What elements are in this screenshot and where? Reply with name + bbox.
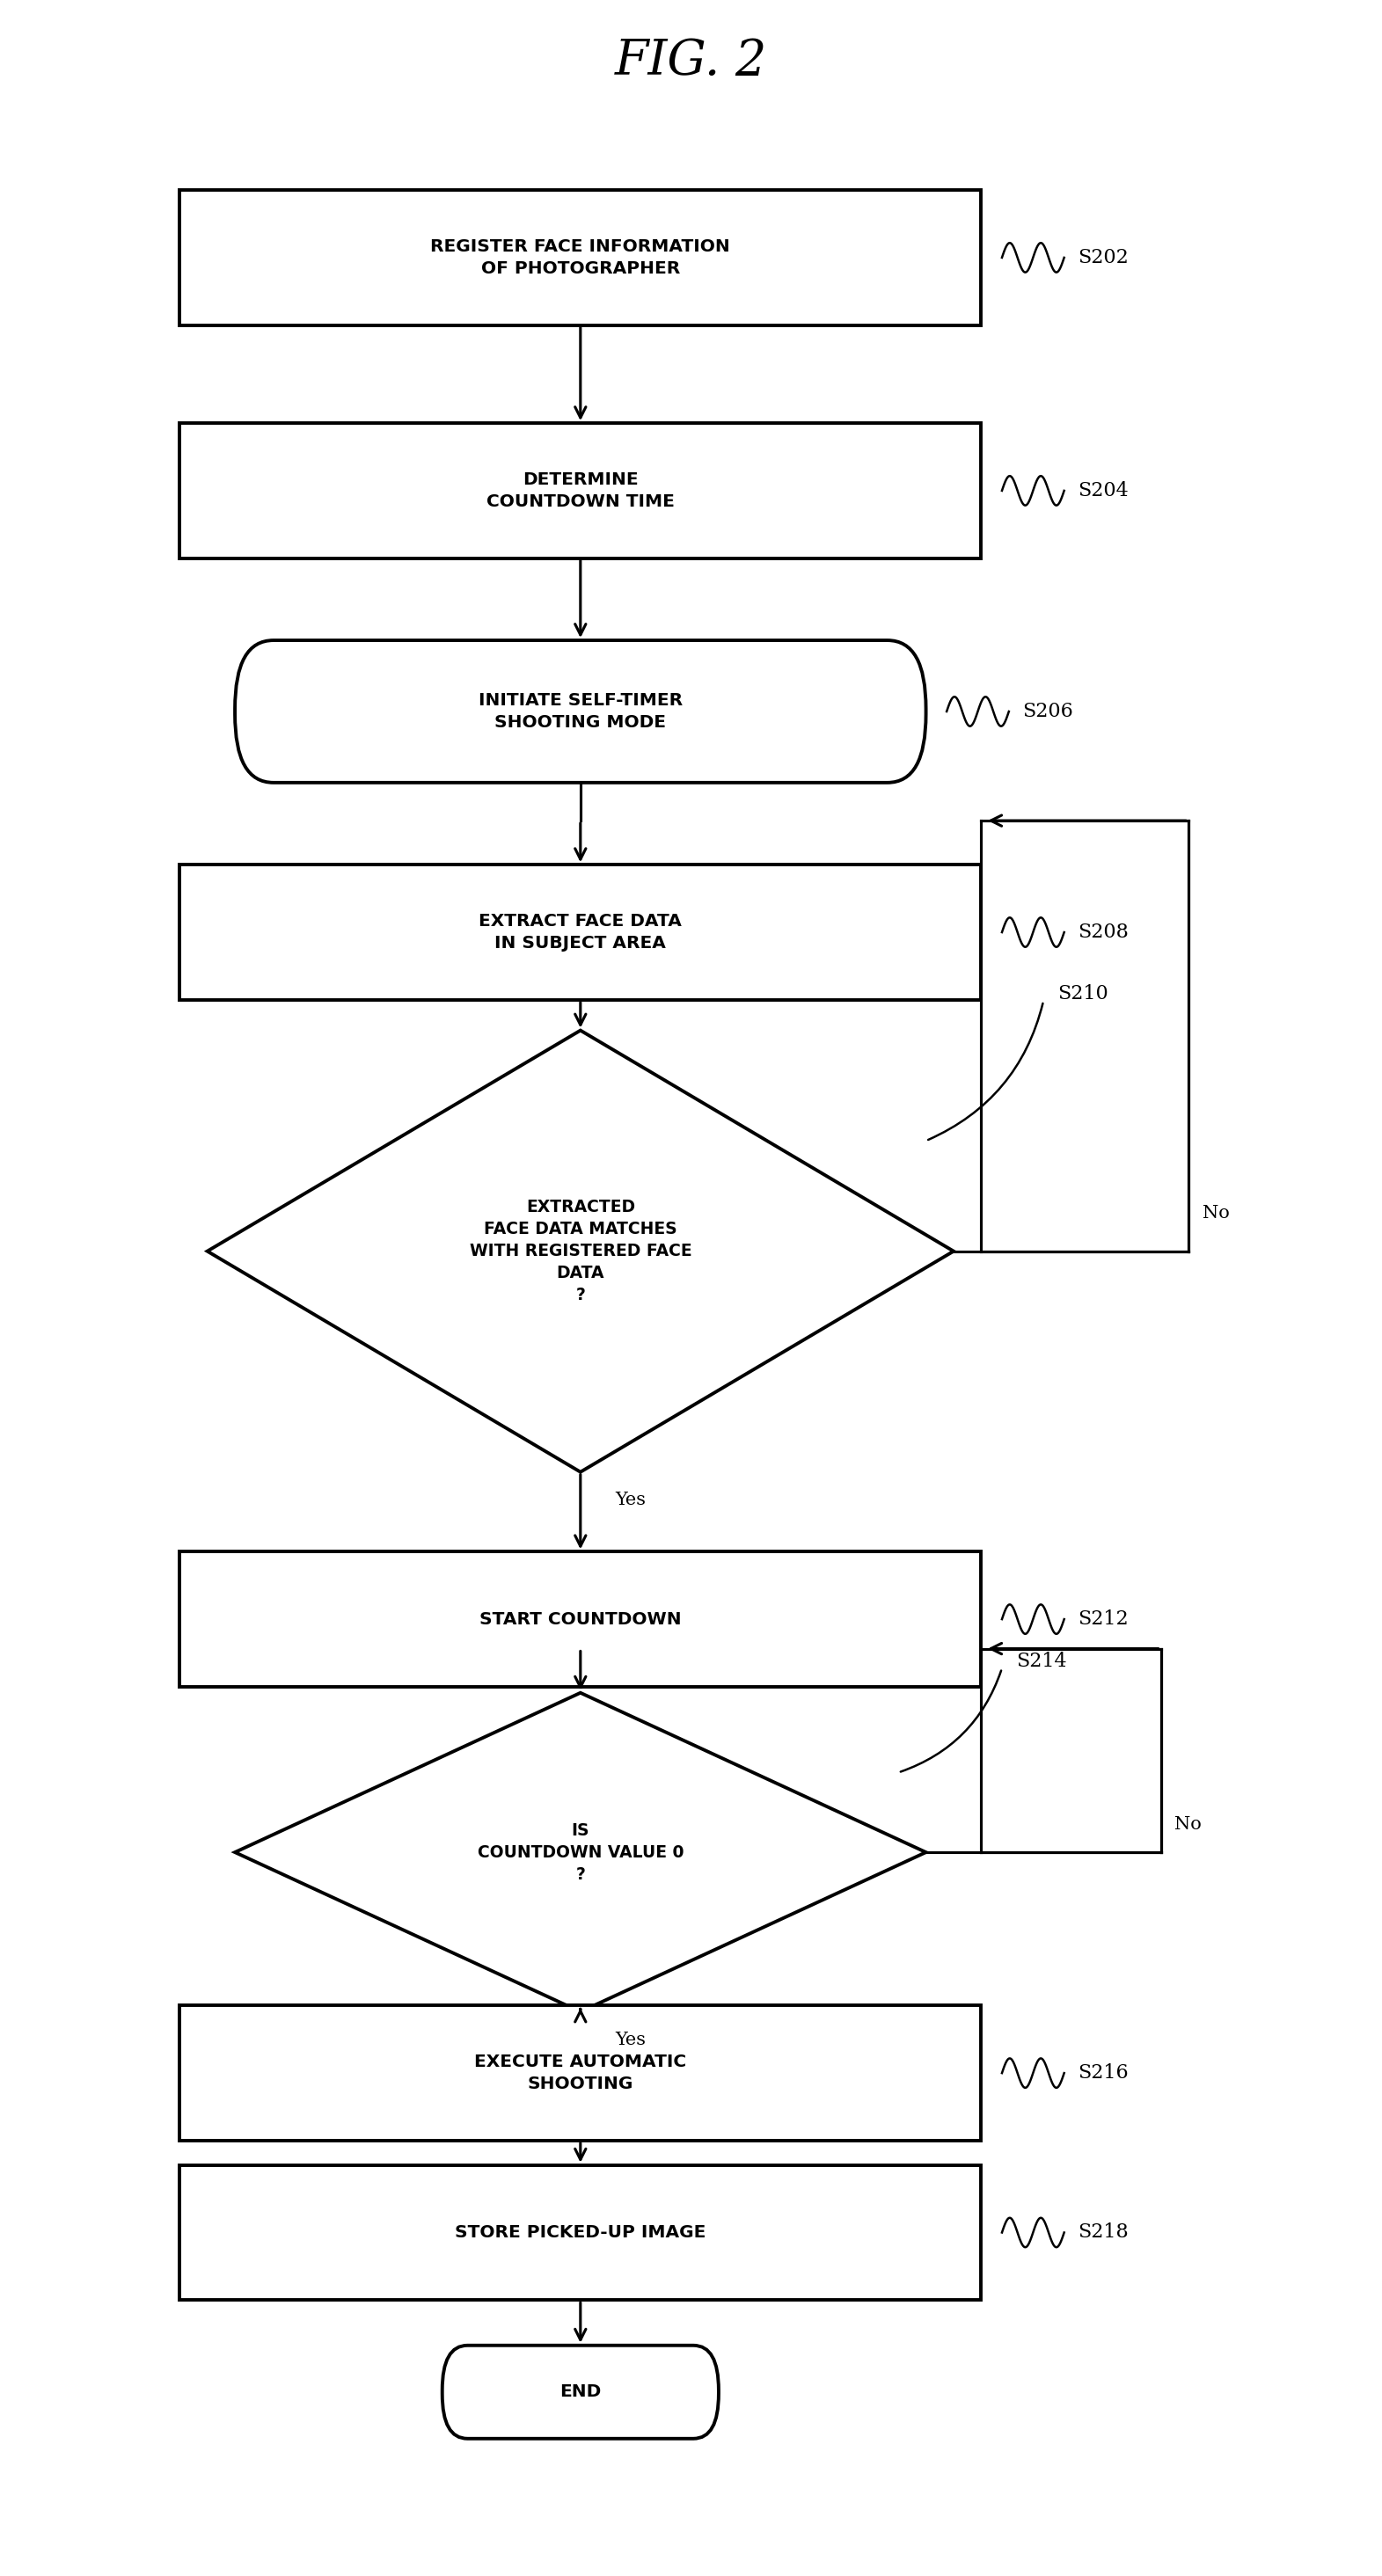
Text: S216: S216 — [1078, 2063, 1129, 2084]
Text: DETERMINE
COUNTDOWN TIME: DETERMINE COUNTDOWN TIME — [486, 471, 674, 510]
Text: S214: S214 — [1016, 1651, 1067, 1672]
FancyBboxPatch shape — [442, 2344, 719, 2439]
Text: No: No — [1202, 1206, 1230, 1221]
Text: IS
COUNTDOWN VALUE 0
?: IS COUNTDOWN VALUE 0 ? — [477, 1821, 684, 1883]
Polygon shape — [235, 1692, 926, 2012]
Text: S218: S218 — [1078, 2223, 1129, 2241]
Text: REGISTER FACE INFORMATION
OF PHOTOGRAPHER: REGISTER FACE INFORMATION OF PHOTOGRAPHE… — [431, 237, 730, 278]
Text: INITIATE SELF-TIMER
SHOOTING MODE: INITIATE SELF-TIMER SHOOTING MODE — [478, 693, 683, 732]
Text: END: END — [560, 2383, 601, 2401]
Text: EXTRACT FACE DATA
IN SUBJECT AREA: EXTRACT FACE DATA IN SUBJECT AREA — [480, 912, 681, 951]
FancyBboxPatch shape — [180, 422, 981, 559]
FancyBboxPatch shape — [549, 2184, 612, 2282]
Text: STORE PICKED-UP IMAGE: STORE PICKED-UP IMAGE — [455, 2223, 706, 2241]
Text: No: No — [1175, 1816, 1202, 1832]
Polygon shape — [207, 1030, 954, 1471]
FancyBboxPatch shape — [180, 191, 981, 325]
FancyBboxPatch shape — [180, 2164, 981, 2300]
Text: S210: S210 — [1057, 984, 1108, 1002]
Text: S212: S212 — [1078, 1610, 1129, 1628]
FancyBboxPatch shape — [180, 866, 981, 999]
Text: Yes: Yes — [615, 2032, 645, 2048]
Text: S202: S202 — [1078, 247, 1129, 268]
Text: FIG. 2: FIG. 2 — [615, 36, 767, 85]
Text: Yes: Yes — [615, 1492, 645, 1510]
FancyBboxPatch shape — [180, 1551, 981, 1687]
Text: START COUNTDOWN: START COUNTDOWN — [480, 1610, 681, 1628]
Text: EXECUTE AUTOMATIC
SHOOTING: EXECUTE AUTOMATIC SHOOTING — [474, 2053, 687, 2092]
Text: S208: S208 — [1078, 922, 1129, 943]
FancyBboxPatch shape — [180, 2007, 981, 2141]
Text: EXTRACTED
FACE DATA MATCHES
WITH REGISTERED FACE
DATA
?: EXTRACTED FACE DATA MATCHES WITH REGISTE… — [470, 1198, 691, 1303]
Text: S206: S206 — [1023, 701, 1074, 721]
FancyBboxPatch shape — [235, 641, 926, 783]
Text: S204: S204 — [1078, 482, 1129, 500]
